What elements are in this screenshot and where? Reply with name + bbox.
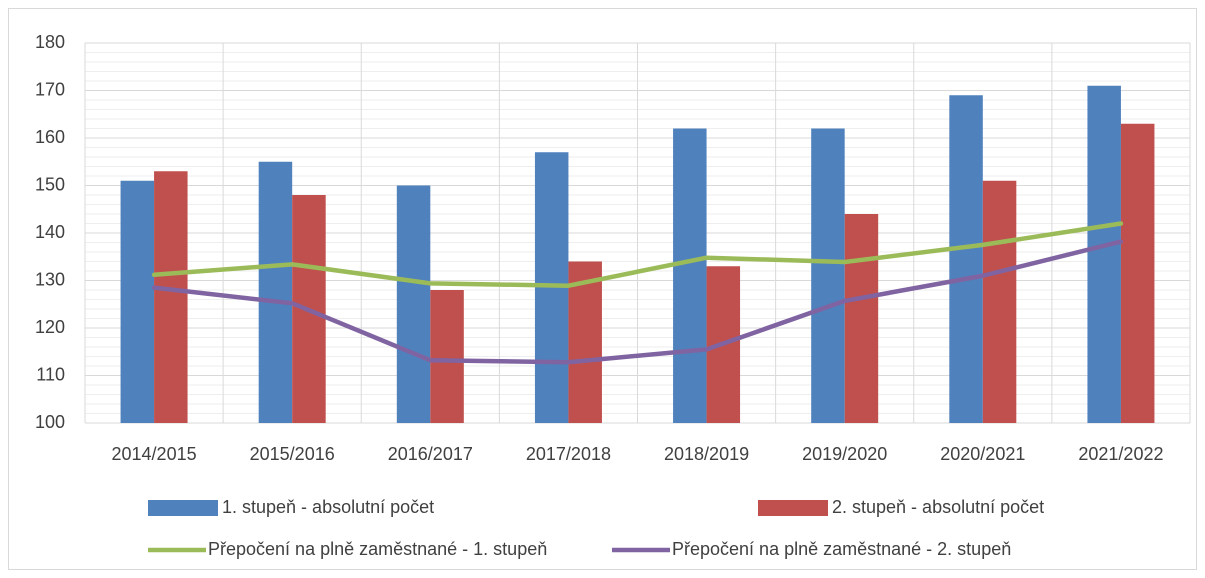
bar [1087,85,1121,423]
legend-swatch [758,500,828,516]
bar [673,128,707,423]
bar [949,95,983,423]
x-tick-label: 2017/2018 [526,444,611,464]
x-tick-label: 2021/2022 [1078,444,1163,464]
bar [120,180,155,423]
y-tick-label: 150 [35,174,65,194]
line-series [151,239,1124,365]
y-tick-label: 110 [36,364,65,384]
line-series [151,221,1124,288]
legend-label: Přepočení na plně zaměstnané - 1. stupeň [208,539,547,559]
y-tick-label: 140 [35,222,65,242]
x-tick-label: 2015/2016 [250,444,335,464]
y-tick-label: 180 [35,32,65,52]
bar [430,290,464,423]
y-tick-label: 100 [35,412,65,432]
x-tick-label: 2016/2017 [388,444,473,464]
bar [1120,123,1155,423]
x-tick-label: 2020/2021 [940,444,1025,464]
bar [568,261,602,423]
x-tick-label: 2019/2020 [802,444,887,464]
y-tick-label: 130 [35,269,65,289]
bar [258,161,293,423]
bar [982,180,1017,423]
y-tick-label: 120 [35,317,65,337]
bar [396,185,431,423]
legend-label: 2. stupeň - absolutní počet [832,497,1044,517]
legend-swatch [148,500,218,516]
y-tick-label: 160 [35,127,65,147]
x-tick-label: 2014/2015 [112,444,197,464]
y-tick-label: 170 [35,79,65,99]
bar [154,171,188,423]
legend-label: 1. stupeň - absolutní počet [222,497,434,517]
legend-label: Přepočení na plně zaměstnané - 2. stupeň [672,539,1011,559]
bar [844,214,879,423]
x-tick-label: 2018/2019 [664,444,749,464]
bar [811,128,845,423]
